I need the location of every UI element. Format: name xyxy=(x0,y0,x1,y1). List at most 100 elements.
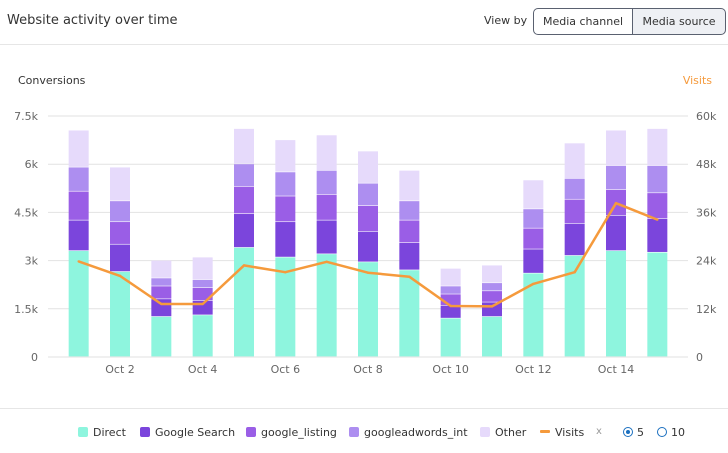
panel-title: Website activity over time xyxy=(7,13,178,28)
bar-segment xyxy=(275,257,296,357)
bar-segment xyxy=(440,268,461,286)
x-tick-label: Oct 2 xyxy=(105,363,135,376)
bar-segment xyxy=(358,262,378,357)
top-5-option[interactable]: 5 xyxy=(623,426,644,439)
bar-segment xyxy=(482,283,502,291)
x-tick-label: Oct 4 xyxy=(188,363,218,376)
legend-item-google-search[interactable]: Google Search xyxy=(140,426,235,439)
bar-segment xyxy=(151,260,172,278)
bar-segment xyxy=(358,205,378,232)
bar-segment xyxy=(523,180,544,209)
right-tick-label: 48k xyxy=(696,158,717,171)
legend-item-direct[interactable]: Direct xyxy=(78,426,126,439)
visits-point xyxy=(325,260,328,264)
bar-segment xyxy=(68,220,89,251)
right-tick-label: 0 xyxy=(696,351,703,364)
visits-point xyxy=(242,264,246,267)
option-label: 10 xyxy=(671,426,685,439)
bar-segment xyxy=(151,316,172,357)
legend-label: Direct xyxy=(93,426,126,439)
bar-segment xyxy=(275,222,296,257)
check-square-icon xyxy=(140,427,150,437)
bar-segment xyxy=(647,218,668,252)
bar-segment xyxy=(564,223,585,256)
left-tick-label: 3k xyxy=(25,255,39,268)
left-tick-label: 1.5k xyxy=(14,303,38,316)
legend-item-googleadwords-int[interactable]: googleadwords_int xyxy=(349,426,468,439)
bar-segment xyxy=(564,143,585,179)
bar-segment xyxy=(606,215,626,251)
bar-segment xyxy=(440,318,461,357)
bar-segment xyxy=(606,250,626,357)
bar-segment xyxy=(68,130,89,167)
legend-item-google-listing[interactable]: google_listing xyxy=(246,426,337,439)
bar-segment xyxy=(647,165,668,193)
bar-segment xyxy=(192,279,213,288)
panel-header: Website activity over time View by Media… xyxy=(0,0,728,45)
check-square-icon xyxy=(349,427,359,437)
chart-legend: Direct Google Search google_listing goog… xyxy=(0,421,728,445)
legend-item-other[interactable]: Other xyxy=(480,426,526,439)
bar-segment xyxy=(316,170,337,195)
right-tick-label: 36k xyxy=(696,206,717,219)
bar-segment xyxy=(482,316,502,357)
bar-segment xyxy=(399,270,420,357)
visits-point xyxy=(408,275,411,278)
bar-segment xyxy=(316,135,337,171)
bar-segment xyxy=(234,186,254,214)
media-channel-button[interactable]: Media channel xyxy=(533,8,633,35)
check-square-icon xyxy=(246,427,256,437)
bar-segment xyxy=(440,294,461,305)
bar-segment xyxy=(523,209,544,228)
bar-segment xyxy=(110,244,130,272)
bar-segment xyxy=(564,199,585,224)
media-source-button[interactable]: Media source xyxy=(632,8,726,35)
bar-segment xyxy=(110,222,130,244)
visits-point xyxy=(532,282,535,286)
visits-point xyxy=(201,302,204,306)
bar-segment xyxy=(151,278,172,286)
legend-item-visits[interactable]: Visits xyxy=(540,426,584,439)
legend-label: Other xyxy=(495,426,527,439)
bar-segment xyxy=(647,128,668,166)
visits-point xyxy=(77,260,80,263)
radio-unselected-icon xyxy=(657,427,667,437)
visits-point xyxy=(656,218,659,221)
bar-segment xyxy=(647,252,668,357)
visits-point xyxy=(449,304,452,308)
bar-segment xyxy=(523,249,544,273)
bar-segment xyxy=(234,128,254,164)
bar-segment xyxy=(316,220,337,254)
legend-label: google_listing xyxy=(261,426,337,439)
x-tick-label: Oct 14 xyxy=(598,363,635,376)
footer-divider xyxy=(0,408,728,409)
bar-segment xyxy=(399,201,420,220)
bar-segment xyxy=(358,231,378,262)
bar-segment xyxy=(316,254,337,357)
bar-segment xyxy=(68,191,89,220)
left-axis-title: Conversions xyxy=(18,74,86,87)
bar-segment xyxy=(68,167,89,191)
bar-segment xyxy=(606,130,626,166)
left-tick-label: 7.5k xyxy=(14,110,38,123)
legend-label: Google Search xyxy=(155,426,236,439)
bar-segment xyxy=(440,286,461,294)
bar-segment xyxy=(523,273,544,357)
bar-segment xyxy=(192,315,213,357)
top-10-option[interactable]: 10 xyxy=(657,426,685,439)
check-square-icon xyxy=(480,427,490,437)
bar-segment xyxy=(110,201,130,222)
visits-point xyxy=(118,274,122,278)
visits-point xyxy=(284,271,287,274)
bar-segment xyxy=(68,250,89,357)
bar-segment xyxy=(275,172,296,196)
right-tick-label: 12k xyxy=(696,303,717,316)
right-tick-label: 24k xyxy=(696,255,717,268)
bar-segment xyxy=(606,165,626,190)
visits-point xyxy=(573,271,576,274)
x-tick-label: Oct 12 xyxy=(515,363,552,376)
legend-separator: x xyxy=(596,426,602,437)
bar-segment xyxy=(234,247,254,357)
bar-segment xyxy=(151,286,172,299)
check-square-icon xyxy=(78,427,88,437)
